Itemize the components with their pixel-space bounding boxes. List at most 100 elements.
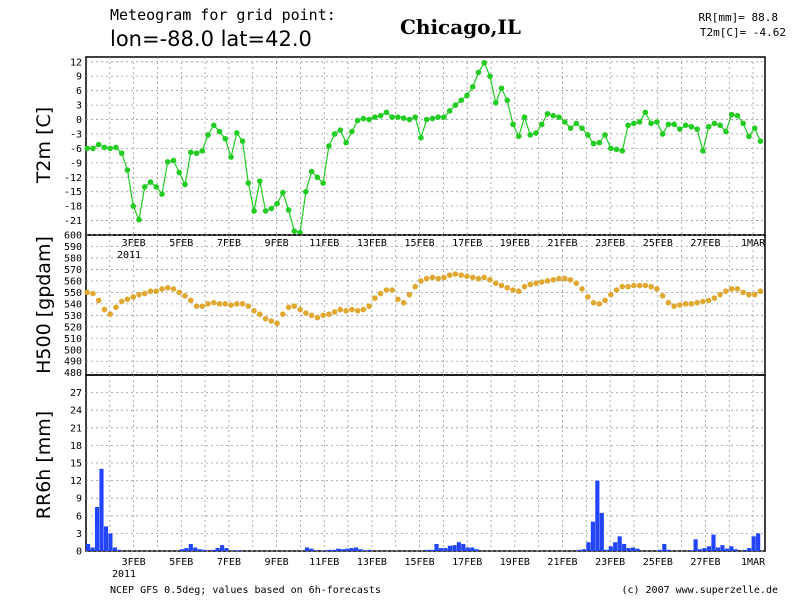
- h500-point: [705, 297, 712, 304]
- h500-point: [452, 271, 459, 277]
- t2m-point: [222, 135, 229, 142]
- h500-point: [521, 283, 528, 290]
- h500-point: [245, 303, 252, 309]
- rr6h-bar: [103, 526, 109, 551]
- t2m-point: [602, 132, 608, 138]
- t2m-xtick-label: 19FEB: [500, 238, 530, 249]
- rr6h-ytick-label: 12: [70, 476, 82, 487]
- t2m-point: [636, 119, 643, 125]
- h500-ytick-label: 570: [64, 265, 82, 276]
- rr6h-panel: 0 3 6 9 12 15 18 21 24 27 3FEB 5FEB 7FEB 9FEB 11FEB 13F…: [70, 374, 766, 568]
- h500-point: [153, 288, 160, 295]
- h500-point: [297, 306, 303, 313]
- rr6h-bar: [617, 536, 622, 551]
- h500-point: [366, 303, 372, 309]
- t2m-point: [239, 138, 246, 144]
- t2m-point: [280, 189, 286, 196]
- rr6h-xtick-label: 3FEB: [122, 557, 146, 568]
- rr6h-bar: [438, 548, 444, 551]
- t2m-point: [245, 180, 252, 186]
- t2m-point: [654, 119, 660, 125]
- h500-point: [354, 307, 361, 314]
- t2m-point: [631, 120, 637, 127]
- t2m-ytick-label: -12: [64, 173, 82, 184]
- h500-point: [498, 282, 505, 289]
- t2m-point: [170, 157, 177, 164]
- h500-point: [280, 311, 286, 317]
- rr6h-bar: [117, 549, 122, 551]
- t2m-ytick-label: -21: [64, 216, 82, 227]
- t2m-point: [492, 99, 499, 106]
- t2m-xtick-label: 7FEB: [217, 238, 241, 249]
- t2m-point: [130, 203, 137, 209]
- t2m-point: [671, 121, 677, 128]
- t2m-point: [705, 123, 712, 130]
- rr6h-ytick-label: 0: [76, 547, 82, 558]
- t2m-point: [257, 178, 263, 184]
- t2m-ytick-label: 6: [76, 86, 82, 97]
- h500-point: [395, 296, 401, 303]
- h500-point: [406, 291, 413, 298]
- t2m-point: [567, 125, 574, 131]
- h500-point: [136, 291, 142, 298]
- rr6h-bar: [470, 547, 475, 551]
- rr6h-xtick-label: 1MAR: [741, 557, 766, 568]
- rr6h-bar: [215, 548, 220, 551]
- h500-point: [504, 284, 511, 291]
- h500-point: [533, 280, 539, 286]
- rr6h-bar: [702, 548, 707, 551]
- h500-point: [268, 318, 275, 324]
- t2m-point: [314, 174, 321, 181]
- h500-point: [590, 299, 597, 306]
- t2m-point: [452, 102, 459, 108]
- t2m-point: [136, 216, 142, 223]
- t2m-ytick-label: -9: [70, 158, 82, 169]
- t2m-ytick-label: 3: [76, 101, 82, 112]
- t2m-point: [216, 128, 223, 135]
- t2m-point: [406, 116, 413, 123]
- rr6h-bar: [429, 549, 435, 551]
- rr6h-bar: [715, 547, 721, 551]
- rr6h-xtick-label: 21FEB: [547, 557, 577, 568]
- t2m-point: [297, 229, 303, 236]
- rr6h-bar: [452, 545, 457, 551]
- rr6h-bar: [729, 546, 734, 551]
- rr6h-bar: [657, 549, 662, 551]
- h500-point: [90, 290, 96, 297]
- t2m-point: [613, 146, 620, 153]
- rr6h-bar: [581, 549, 587, 551]
- t2m-point: [118, 150, 125, 157]
- t2m-line: [87, 61, 761, 234]
- h500-ytick-label: 560: [64, 276, 82, 287]
- h500-ytick-label: 480: [64, 368, 82, 379]
- rr6h-bar: [465, 547, 470, 551]
- t2m-point: [573, 120, 580, 127]
- h500-point: [717, 291, 723, 298]
- h500-point: [257, 311, 263, 317]
- t2m-point: [349, 128, 355, 135]
- t2m-point: [746, 133, 752, 140]
- t2m-point: [619, 148, 626, 154]
- rr6h-bar: [590, 521, 595, 551]
- rr6h-bar: [577, 549, 582, 551]
- h500-point: [515, 288, 522, 295]
- rr6h-bar: [94, 507, 100, 551]
- h500-point: [654, 286, 660, 292]
- t2m-point: [475, 69, 482, 76]
- t2m-point: [423, 116, 430, 123]
- h500-ytick-label: 530: [64, 311, 82, 322]
- h500-point: [423, 275, 430, 282]
- rr6h-bar: [345, 548, 350, 551]
- t2m-point: [751, 125, 758, 131]
- h500-point: [239, 301, 246, 307]
- t2m-ytick-label: -3: [70, 129, 82, 140]
- t2m-point: [533, 130, 539, 136]
- t2m-point: [688, 123, 695, 130]
- t2m-point: [585, 132, 591, 138]
- rr6h-bar: [666, 549, 671, 551]
- h500-point: [723, 288, 729, 295]
- t2m-point: [446, 108, 453, 114]
- h500-point: [176, 289, 183, 296]
- h500-point: [418, 278, 424, 284]
